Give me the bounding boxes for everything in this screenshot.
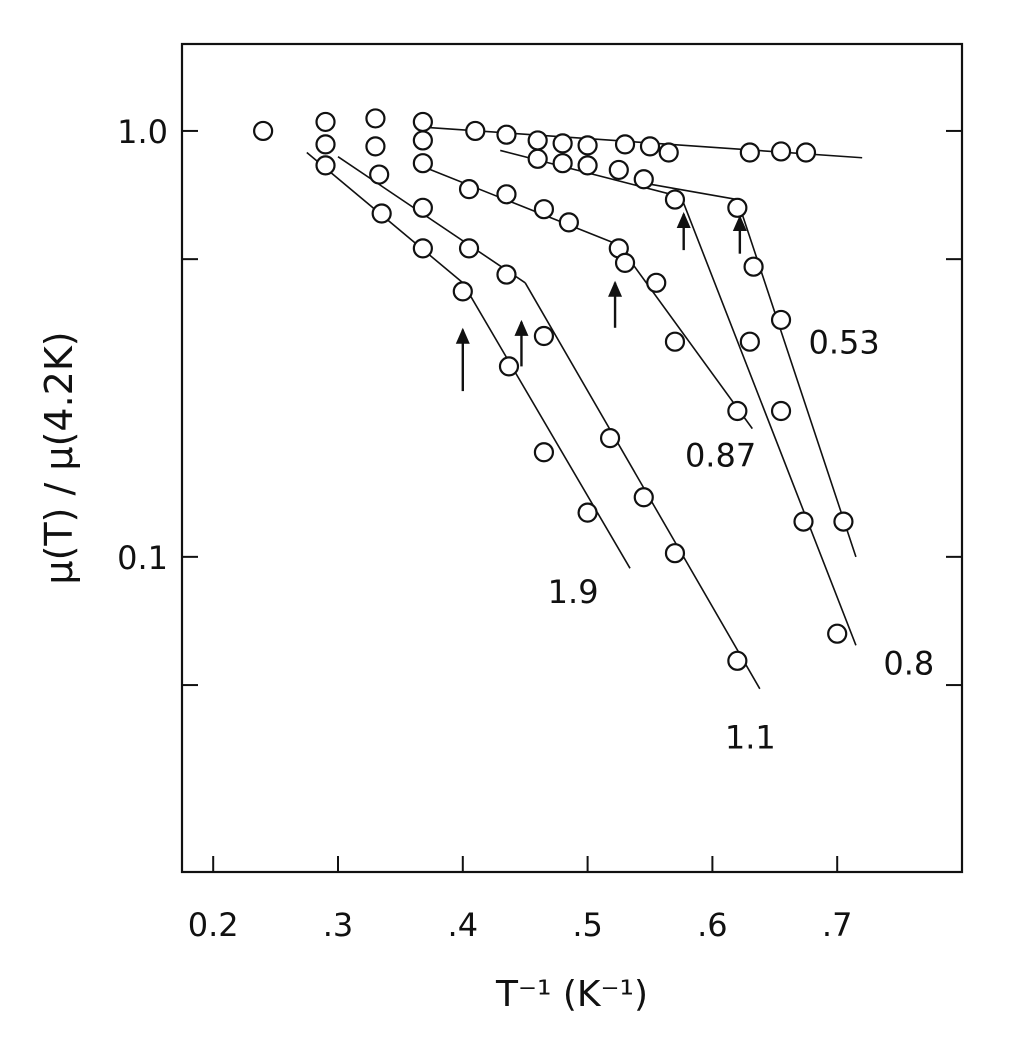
data-point (552, 153, 573, 174)
transition-arrows (455, 212, 747, 392)
data-point (739, 331, 760, 352)
x-tick-label: .7 (822, 906, 853, 944)
fit-line (618, 244, 753, 430)
data-point (458, 238, 480, 259)
data-point (412, 130, 433, 151)
data-point (412, 153, 433, 174)
arrow (676, 212, 691, 251)
x-axis-label: T⁻¹ (K⁻¹) (495, 974, 648, 1015)
data-point (458, 179, 480, 200)
arrow (732, 214, 747, 254)
x-tick-label: .6 (697, 906, 728, 944)
fit-line (524, 282, 761, 690)
arrow (514, 319, 529, 367)
data-point (770, 400, 792, 422)
data-point (496, 124, 517, 145)
data-point (795, 142, 817, 163)
data-point (599, 428, 621, 449)
data-point (498, 356, 520, 377)
data-point (633, 169, 654, 190)
data-point (365, 136, 386, 157)
data-point (743, 256, 764, 277)
data-point (465, 120, 486, 142)
data-point (727, 400, 748, 422)
data-point (369, 164, 390, 185)
data-point (727, 197, 748, 218)
data-point (533, 199, 555, 220)
data-point (253, 120, 274, 142)
fit-line (425, 166, 620, 246)
data-point (365, 108, 386, 129)
data-point (452, 281, 473, 302)
arrow-head (676, 212, 691, 229)
series-label: 0.87 (685, 436, 756, 474)
series-label: 0.8 (883, 644, 934, 682)
data-point (658, 142, 679, 163)
data-point (527, 148, 548, 169)
arrow-head (608, 280, 623, 297)
series-labels: 1.9 1.1 0.87 0.8 0.53 (548, 324, 935, 757)
x-tick-label: 0.2 (188, 906, 239, 944)
data-point (315, 111, 336, 133)
data-point (496, 184, 517, 205)
fit-line (736, 199, 857, 558)
y-tick-label: 0.1 (117, 539, 168, 577)
x-tick-label: .5 (572, 906, 603, 944)
data-point (577, 502, 598, 523)
axis-ticks: 0.2 .3 .4 .5 .6 .7 1.0 0.1 (117, 113, 962, 944)
data-point (639, 136, 661, 157)
data-point (614, 252, 636, 273)
fit-line (649, 183, 738, 201)
data-point (577, 155, 598, 176)
data-point (527, 130, 548, 151)
data-point (770, 141, 792, 162)
plot-frame (180, 42, 964, 874)
arrow (455, 327, 470, 392)
data-point (833, 511, 854, 532)
data-point (577, 135, 598, 156)
data-point (770, 309, 792, 331)
arrow-head (455, 327, 470, 344)
fit-line (337, 156, 526, 284)
arrow-head (514, 319, 529, 336)
data-point (827, 623, 848, 644)
series-label: 0.53 (808, 324, 879, 362)
series-label: 1.1 (725, 718, 776, 756)
fit-line (680, 196, 857, 646)
data-point (533, 442, 555, 463)
data-point (558, 212, 579, 233)
arrow (608, 280, 623, 328)
data-point (552, 133, 573, 154)
data-point (315, 155, 336, 176)
data-point (371, 203, 392, 224)
y-axis-label: μ(T) / μ(4.2K) (37, 331, 81, 584)
data-point (633, 487, 654, 508)
data-point (739, 142, 760, 163)
data-point (533, 325, 555, 347)
series-label: 1.9 (548, 573, 599, 611)
data-point (614, 134, 636, 155)
x-tick-label: .4 (448, 906, 479, 944)
data-point (412, 197, 433, 218)
data-point (664, 331, 686, 352)
data-point (646, 272, 667, 293)
data-points (253, 108, 854, 671)
data-point (664, 189, 686, 210)
data-point (727, 650, 748, 671)
data-point (793, 511, 814, 532)
data-point (664, 543, 686, 564)
data-point (315, 134, 336, 155)
arrow-head (732, 214, 747, 231)
data-point (496, 264, 517, 285)
data-point (412, 238, 433, 259)
x-tick-label: .3 (323, 906, 354, 944)
fit-line (462, 282, 631, 569)
y-tick-label: 1.0 (117, 113, 168, 151)
data-point (608, 159, 629, 181)
data-point (412, 111, 433, 133)
